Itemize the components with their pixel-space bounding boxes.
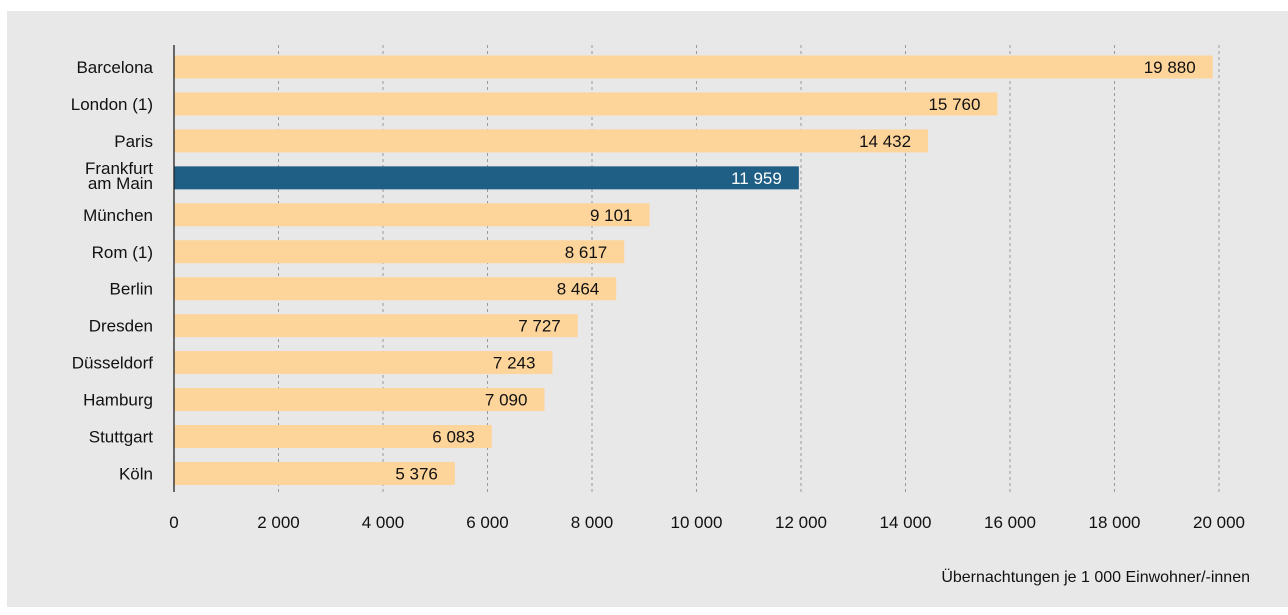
value-label: 7 243 bbox=[493, 354, 536, 373]
x-tick-labels: 0 2 000 4 000 6 000 8 000 10 000 12 000 14 000 1… bbox=[169, 513, 1245, 532]
x-tick-label: 14 000 bbox=[880, 513, 932, 532]
category-label: München bbox=[83, 206, 153, 225]
gridlines bbox=[278, 45, 1220, 492]
category-label: Paris bbox=[114, 132, 153, 151]
bar bbox=[174, 461, 455, 485]
value-label: 19 880 bbox=[1144, 58, 1196, 77]
value-label: 14 432 bbox=[859, 132, 911, 151]
category-label: Düsseldorf bbox=[72, 354, 154, 373]
category-label: am Main bbox=[88, 174, 153, 193]
bar bbox=[174, 425, 492, 448]
value-label: 7 727 bbox=[518, 317, 561, 336]
bar bbox=[174, 277, 617, 301]
category-label: Rom (1) bbox=[92, 243, 153, 262]
category-label: Stuttgart bbox=[89, 428, 154, 447]
x-tick-label: 18 000 bbox=[1089, 513, 1141, 532]
value-label: 8 464 bbox=[557, 280, 600, 299]
value-label: 5 376 bbox=[395, 464, 438, 483]
bar bbox=[174, 351, 553, 375]
category-label: Hamburg bbox=[83, 391, 153, 410]
value-label: 8 617 bbox=[565, 243, 608, 262]
category-label: Köln bbox=[119, 464, 153, 483]
category-label: London (1) bbox=[71, 95, 153, 114]
category-label: Dresden bbox=[89, 317, 153, 336]
x-tick-label: 6 000 bbox=[466, 513, 509, 532]
x-axis-title: Übernachtungen je 1 000 Einwohner/-innen bbox=[941, 568, 1250, 586]
x-tick-label: 10 000 bbox=[671, 513, 723, 532]
bar bbox=[174, 92, 998, 116]
value-label: 7 090 bbox=[485, 391, 528, 410]
value-label: 15 760 bbox=[928, 95, 980, 114]
value-label: 9 101 bbox=[590, 206, 633, 225]
bar bbox=[174, 314, 578, 338]
bar bbox=[174, 240, 625, 264]
bar bbox=[174, 55, 1213, 79]
x-tick-label: 12 000 bbox=[775, 513, 827, 532]
bar bbox=[174, 388, 545, 412]
category-label: Barcelona bbox=[76, 58, 153, 77]
category-label: Frankfurt bbox=[85, 159, 153, 178]
bars bbox=[174, 55, 1213, 485]
value-label: 6 083 bbox=[432, 428, 475, 447]
x-tick-label: 8 000 bbox=[571, 513, 614, 532]
category-label: Berlin bbox=[110, 280, 153, 299]
x-tick-label: 0 bbox=[169, 513, 178, 532]
bar bbox=[174, 129, 929, 153]
value-label: 11 959 bbox=[731, 169, 782, 188]
x-tick-label: 20 000 bbox=[1193, 513, 1245, 532]
bar bbox=[174, 166, 799, 190]
x-tick-label: 16 000 bbox=[984, 513, 1036, 532]
value-labels: 19 880 15 760 14 432 11 959 9 101 8 617 8 464 7… bbox=[395, 58, 1195, 483]
bar bbox=[174, 203, 650, 227]
x-tick-label: 2 000 bbox=[257, 513, 300, 532]
x-tick-label: 4 000 bbox=[362, 513, 405, 532]
